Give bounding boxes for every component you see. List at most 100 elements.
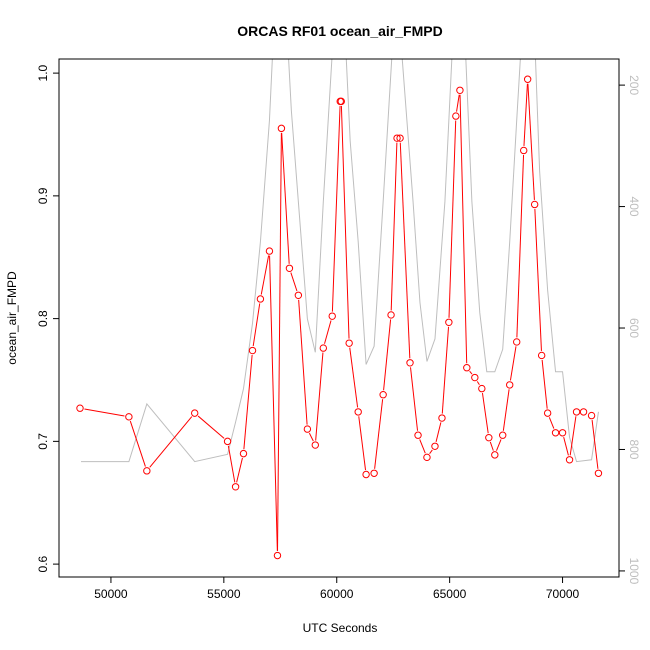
data-point: [565, 456, 574, 464]
data-point: [537, 351, 546, 360]
series-segment: [243, 354, 253, 450]
data-point: [311, 441, 319, 449]
data-point: [223, 437, 232, 446]
data-point: [478, 384, 486, 393]
series-segment: [227, 445, 236, 483]
series-segment: [569, 416, 577, 456]
data-point: [362, 470, 370, 479]
y-tick-label: 0.8: [36, 310, 50, 327]
series-segment: [523, 83, 528, 146]
data-point: [414, 431, 422, 439]
y-tick-label: 0.7: [36, 433, 50, 450]
data-point: [438, 414, 446, 422]
y-axis-label: ocean_air_FMPD: [5, 271, 19, 365]
series-segment: [410, 367, 419, 431]
data-point: [294, 291, 303, 299]
series-segment: [527, 83, 535, 200]
series-segment: [277, 132, 282, 552]
series-segment: [298, 299, 308, 425]
series-segment: [489, 441, 494, 451]
data-point: [491, 451, 499, 459]
series-segment: [469, 370, 473, 375]
data-point: [594, 469, 603, 477]
series-segment: [197, 415, 225, 439]
series-segment: [149, 416, 193, 468]
series-segment: [236, 457, 243, 483]
data-point: [387, 311, 395, 319]
series-segment: [534, 208, 542, 351]
data-point: [239, 449, 248, 458]
data-point: [285, 264, 294, 272]
series-segment: [456, 94, 460, 112]
series-segment: [252, 303, 261, 347]
series-segment: [502, 389, 510, 431]
data-point: [587, 411, 596, 420]
y2-tick-label: 1000: [627, 558, 641, 585]
data-point: [445, 318, 453, 326]
y2-tick-label: 400: [627, 197, 641, 217]
data-point: [506, 381, 514, 389]
data-point: [231, 483, 240, 491]
data-point: [406, 359, 414, 367]
series-segment: [383, 319, 392, 391]
data-point: [513, 338, 521, 346]
data-point: [273, 551, 282, 560]
data-point: [543, 409, 552, 417]
series-segment: [290, 272, 298, 292]
data-point: [579, 408, 588, 416]
data-point: [345, 339, 353, 347]
plot-frame: [58, 58, 620, 578]
series-segment: [281, 132, 290, 264]
series-segment: [476, 381, 480, 386]
data-point: [191, 409, 199, 417]
data-point: [125, 413, 133, 421]
data-point: [319, 344, 328, 352]
data-point: [76, 404, 84, 412]
series-segment: [331, 105, 341, 312]
series-segment: [340, 105, 350, 339]
data-point: [337, 97, 345, 106]
x-tick-label: 55000: [207, 587, 241, 601]
series-segment: [441, 326, 450, 414]
x-tick-label: 65000: [433, 587, 467, 601]
series-segment: [563, 437, 569, 456]
data-point: [551, 429, 560, 437]
data-point: [256, 295, 265, 303]
data-point: [452, 112, 460, 120]
series-segment: [260, 255, 270, 295]
series-segment: [541, 359, 548, 409]
y2-tick-label: 800: [627, 439, 641, 459]
series-segment: [84, 408, 125, 417]
data-point: [530, 200, 539, 209]
data-point: [572, 408, 581, 416]
data-point: [463, 364, 471, 372]
x-tick-label: 60000: [320, 587, 354, 601]
series-segment: [349, 347, 359, 408]
data-point: [431, 442, 439, 450]
series-segment: [481, 392, 489, 434]
series-segment: [269, 255, 278, 552]
series-segment: [419, 439, 426, 454]
data-point: [499, 431, 507, 439]
y2-tick-label: 600: [627, 318, 641, 338]
data-point: [471, 373, 479, 382]
data-point: [393, 134, 401, 142]
data-point: [379, 391, 387, 399]
data-point: [523, 75, 532, 83]
x-axis-label: UTC Seconds: [303, 621, 378, 635]
data-point: [354, 408, 362, 416]
series-segment: [324, 320, 332, 344]
series-segment: [374, 399, 384, 469]
series-segment: [429, 449, 433, 454]
data-point: [303, 425, 312, 433]
y-tick-label: 0.9: [36, 187, 50, 204]
series-segment: [516, 154, 525, 338]
data-point: [370, 469, 378, 477]
y2-tick-label: 200: [627, 75, 641, 95]
series-segment: [390, 142, 398, 311]
x-tick-label: 70000: [546, 587, 580, 601]
series-segment: [548, 417, 555, 429]
series-segment: [129, 420, 146, 467]
chart-title: ORCAS RF01 ocean_air_FMPD: [237, 23, 442, 39]
